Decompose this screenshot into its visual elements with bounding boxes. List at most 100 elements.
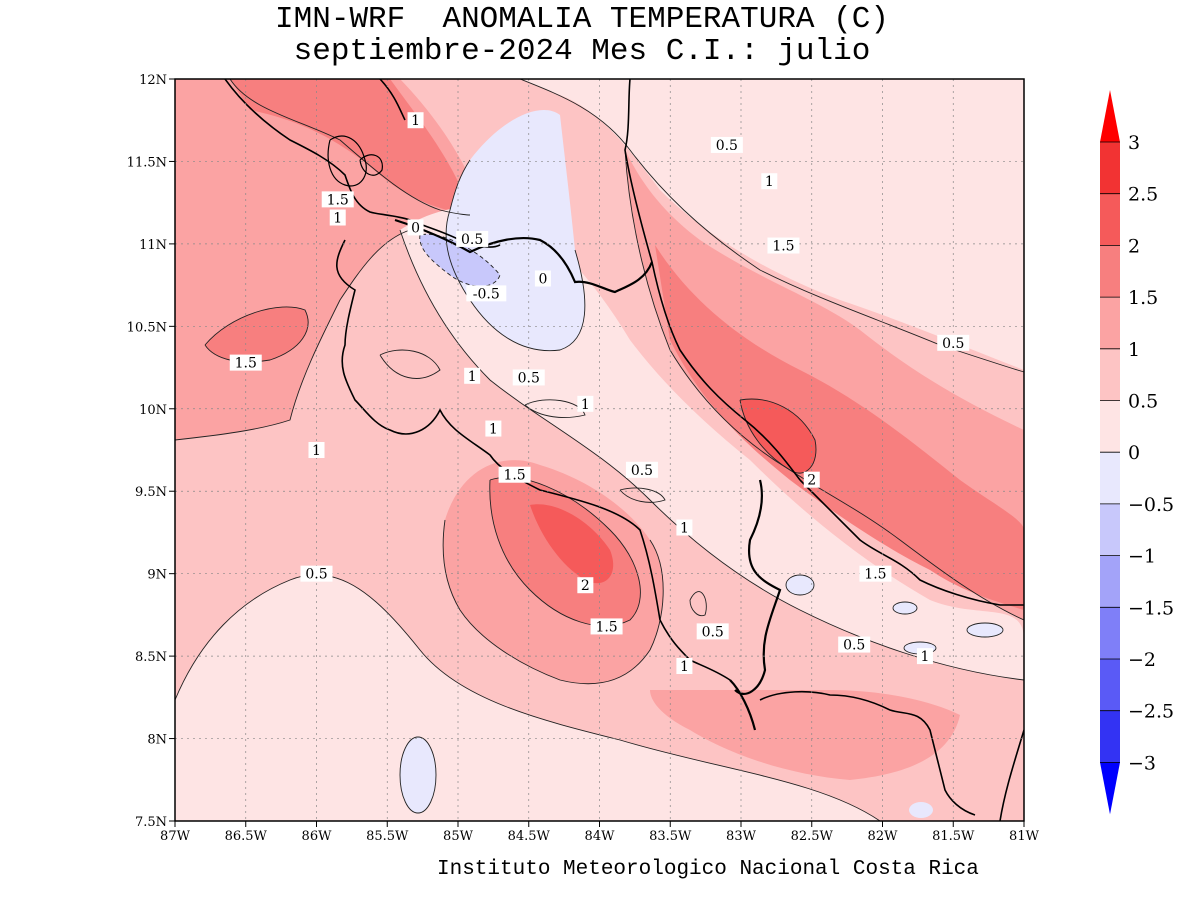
- contour-label-bg: [838, 636, 871, 653]
- lat-tick-label: 10N: [139, 403, 167, 418]
- contour-label-bg: [512, 369, 545, 386]
- figure-subtitle: septiembre-2024 Mes C.I.: julio: [293, 34, 871, 69]
- colorbar-swatch: [1100, 142, 1120, 195]
- colorbar-label: −0.5: [1128, 494, 1174, 516]
- contour-label-bg: [534, 270, 551, 287]
- contour-label: -0.5: [473, 286, 500, 302]
- lon-tick-label: 82.5W: [791, 829, 834, 844]
- contour-label: 1.5: [235, 356, 257, 372]
- contour-label-bg: [625, 461, 658, 478]
- lon-tick-label: 86.5W: [225, 829, 268, 844]
- contour-label-layer: 1 0.5 1 1.5 1 0 0.5 1.5 0 -0.5 0.5 1.5 1 0.5 1 1 1 0.5 1.5…: [229, 112, 970, 675]
- contour-label: 0.5: [843, 638, 865, 654]
- contour-label-bg: [761, 173, 778, 190]
- anomaly-region-2-2.5-osa: [530, 504, 614, 584]
- anomaly-region-neg-patch-3: [893, 602, 917, 614]
- colorbar-label: 3: [1128, 132, 1140, 154]
- contour-label: 0.5: [702, 624, 724, 640]
- colorbar-swatch: [1100, 193, 1120, 246]
- colorbar-label: 1: [1128, 339, 1140, 361]
- contour-label: 1: [680, 659, 689, 675]
- lat-tick-label: 7.5N: [135, 815, 167, 830]
- anomaly-region-0-0.5-caribbean: [520, 79, 1024, 370]
- lat-tick-label: 11.5N: [127, 155, 167, 170]
- contour-label-bg: [676, 658, 693, 675]
- anomaly-region-neg1-neg0.5-lake: [419, 234, 500, 287]
- contour-label: 0.5: [716, 138, 738, 154]
- contour-label-bg: [710, 136, 743, 153]
- lat-tick-label: 10.5N: [127, 320, 167, 335]
- contour-label-bg: [577, 577, 594, 594]
- contour-label: 0.5: [942, 336, 964, 352]
- contour-label-bg: [300, 565, 333, 582]
- contour-label-bg: [485, 420, 502, 437]
- colorbar-swatch: [1100, 452, 1120, 505]
- lon-tick-label: 81W: [1009, 829, 1040, 844]
- lake-nicaragua-shore: [327, 135, 367, 187]
- colorbar-label: −1: [1128, 546, 1156, 568]
- panama-south-coast: [999, 729, 1024, 821]
- costa-rica-nicaragua-border: [394, 218, 654, 294]
- anomaly-region-2-2.5-caribbean: [740, 399, 816, 474]
- lon-tick-label: 83.5W: [649, 829, 692, 844]
- lon-tick-label: 83W: [726, 829, 757, 844]
- colorbar-label: 2: [1128, 235, 1140, 257]
- lat-tick-label: 11N: [139, 238, 167, 253]
- lon-tick-label: 85.5W: [366, 829, 409, 844]
- contour-label: 1: [312, 443, 321, 459]
- colorbar-label: 0: [1128, 442, 1140, 464]
- contour-label: 1.5: [503, 468, 525, 484]
- contour-label-bg: [229, 354, 262, 371]
- colorbar-swatch: [1100, 245, 1120, 298]
- contour-label: 1: [765, 174, 774, 190]
- island-1: [359, 154, 383, 176]
- contour-label-bg: [803, 471, 820, 488]
- caribbean-coast-north: [379, 79, 801, 481]
- contour-label: 0: [538, 272, 547, 288]
- colorbar-swatch: [1100, 503, 1120, 557]
- lon-tick-label: 85W: [443, 829, 474, 844]
- colorbar-swatch: [1100, 710, 1120, 763]
- contour-label-bg: [321, 191, 354, 208]
- colorbar-label: −1.5: [1128, 597, 1174, 619]
- contour-label: 1: [411, 113, 420, 129]
- contour-label-bg: [329, 209, 346, 226]
- colorbar-swatch: [1100, 555, 1120, 608]
- pacific-coast-nicoya: [336, 239, 661, 621]
- lat-tick-label: 9.5N: [135, 485, 167, 500]
- lon-axis: 87W 86.5W 86W 85.5W 85W 84.5W 84W 83.5W 83W 82.5W…: [160, 821, 1040, 844]
- contour-label: 1: [680, 520, 689, 536]
- contour-label: 1: [489, 422, 498, 438]
- contour-label: 1: [333, 211, 342, 227]
- contour-label: 1.5: [772, 239, 794, 255]
- contour-label-bg: [456, 230, 489, 247]
- contour-label: 1.5: [327, 192, 349, 208]
- contour-label-bg: [916, 648, 933, 665]
- lon-tick-label: 82W: [868, 829, 899, 844]
- contour-label-bg: [464, 367, 481, 384]
- contour-label-bg: [696, 623, 729, 640]
- contour-label: 1: [920, 649, 929, 665]
- contour-label-bg: [466, 285, 507, 302]
- anomaly-region-0-0.5-pacific: [175, 574, 880, 821]
- contour-label-bg: [577, 395, 594, 412]
- lat-tick-label: 12N: [139, 73, 167, 88]
- contour-label: 2: [581, 578, 590, 594]
- contour-label: 1: [468, 369, 477, 385]
- contour-label-bg: [676, 519, 693, 536]
- colorbar-swatch: [1100, 348, 1120, 401]
- contour-label-bg: [498, 466, 531, 483]
- colorbar-arrow-top: [1100, 90, 1120, 142]
- lon-tick-label: 84.5W: [508, 829, 551, 844]
- anomaly-region-neg-patch-2: [967, 623, 1003, 637]
- panama-pacific-coast: [759, 690, 976, 816]
- contour-label-bg: [937, 334, 970, 351]
- contour-label-bg: [407, 219, 424, 236]
- colorbar: 3 2.5 2 1.5 1 0.5 0 −0.5 −1 −1.5 −2 −2.5 −3: [1100, 90, 1174, 815]
- colorbar-swatch: [1100, 607, 1120, 660]
- colorbar-arrow-bottom: [1100, 762, 1120, 815]
- contour-lines: [175, 79, 1024, 821]
- contour-label-bg: [590, 618, 623, 635]
